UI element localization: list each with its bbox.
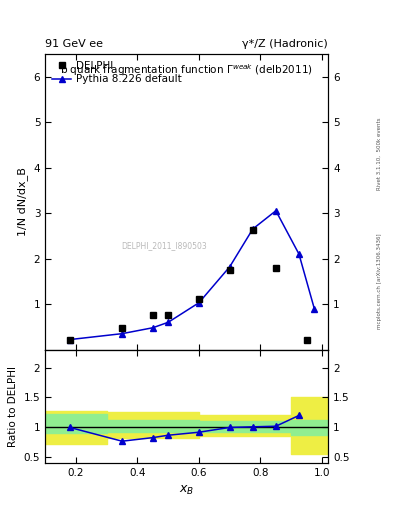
Text: γ*/Z (Hadronic): γ*/Z (Hadronic) [242,38,328,49]
DELPHI [120,325,125,331]
X-axis label: $x_B$: $x_B$ [179,484,194,497]
DELPHI [250,227,255,233]
Y-axis label: 1/N dN/dx_B: 1/N dN/dx_B [17,167,28,236]
Legend: DELPHI, Pythia 8.226 default: DELPHI, Pythia 8.226 default [50,59,184,86]
DELPHI [304,336,309,343]
Text: mcplots.cern.ch [arXiv:1306.3436]: mcplots.cern.ch [arXiv:1306.3436] [377,234,382,329]
Text: DELPHI_2011_I890503: DELPHI_2011_I890503 [121,242,207,250]
DELPHI [196,295,201,302]
Text: 91 GeV ee: 91 GeV ee [45,38,103,49]
DELPHI [228,267,232,273]
Line: DELPHI: DELPHI [67,227,310,343]
Pythia 8.226 default [68,336,72,343]
Text: Rivet 3.1.10,  500k events: Rivet 3.1.10, 500k events [377,117,382,190]
Line: Pythia 8.226 default: Pythia 8.226 default [67,208,318,343]
DELPHI [166,312,171,318]
Pythia 8.226 default [250,226,255,232]
Text: b quark fragmentation function $\mathit{\Gamma}^{weak}$ (delb2011): b quark fragmentation function $\mathit{… [60,62,313,78]
Y-axis label: Ratio to DELPHI: Ratio to DELPHI [8,366,18,447]
DELPHI [68,336,72,343]
Pythia 8.226 default [274,208,278,214]
Pythia 8.226 default [151,325,155,331]
DELPHI [151,312,155,318]
Pythia 8.226 default [120,331,125,337]
Pythia 8.226 default [312,306,317,312]
Pythia 8.226 default [166,319,171,325]
Pythia 8.226 default [196,300,201,306]
DELPHI [274,265,278,271]
Pythia 8.226 default [297,251,301,257]
Pythia 8.226 default [228,264,232,270]
